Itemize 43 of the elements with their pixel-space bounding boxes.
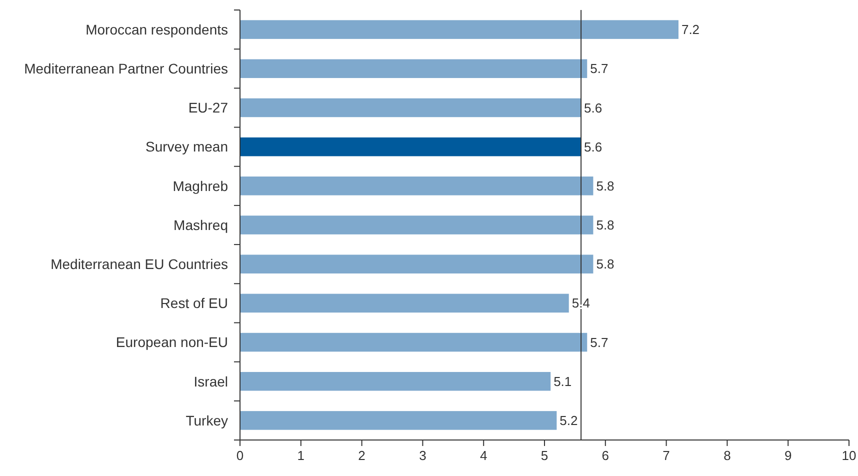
y-tick-label: Rest of EU	[160, 295, 228, 312]
data-label: 5.2	[560, 413, 578, 428]
bar	[240, 98, 582, 118]
y-tick-label: Mediterranean EU Countries	[50, 256, 228, 272]
data-label: 5.7	[590, 334, 608, 350]
x-tick-label: 10	[842, 448, 856, 463]
x-tick-label: 7	[662, 448, 670, 463]
x-tick-label: 4	[480, 448, 488, 463]
x-tick-label: 0	[236, 448, 244, 463]
data-label: 5.6	[584, 100, 602, 116]
y-tick-label: Turkey	[186, 412, 228, 428]
x-tick-label: 2	[358, 448, 366, 463]
data-label: 5.8	[596, 178, 614, 194]
x-tick-label: 8	[724, 448, 731, 463]
bar	[240, 176, 594, 196]
data-label: 5.7	[590, 61, 608, 76]
data-label: 5.8	[596, 256, 614, 272]
bar	[240, 216, 594, 234]
y-tick-label: European non-EU	[116, 334, 228, 350]
x-tick-label: 3	[419, 448, 426, 463]
bar	[240, 332, 588, 352]
bar	[240, 254, 594, 274]
data-label: 5.8	[596, 218, 614, 233]
y-tick-label: Survey mean	[146, 138, 228, 155]
bar	[240, 294, 569, 313]
y-tick-label: Israel	[194, 373, 228, 390]
y-tick-label: Maghreb	[172, 178, 228, 194]
bar	[240, 59, 588, 78]
x-tick-label: 6	[602, 448, 610, 463]
y-tick-label: Mashreq	[174, 216, 228, 233]
y-tick-label: Moroccan respondents	[86, 21, 228, 38]
data-label: 7.2	[681, 22, 700, 38]
x-tick-label: 5	[540, 448, 548, 463]
bar	[240, 137, 582, 156]
data-label: 5.6	[584, 139, 602, 154]
y-tick-label: Mediterranean Partner Countries	[24, 60, 228, 77]
bar	[240, 372, 551, 391]
bar	[240, 20, 678, 39]
bar	[240, 411, 557, 430]
data-label: 5.1	[554, 374, 572, 389]
x-tick-label: 1	[297, 448, 305, 463]
x-tick-label: 9	[784, 448, 792, 463]
y-tick-label: EU-27	[188, 100, 228, 116]
